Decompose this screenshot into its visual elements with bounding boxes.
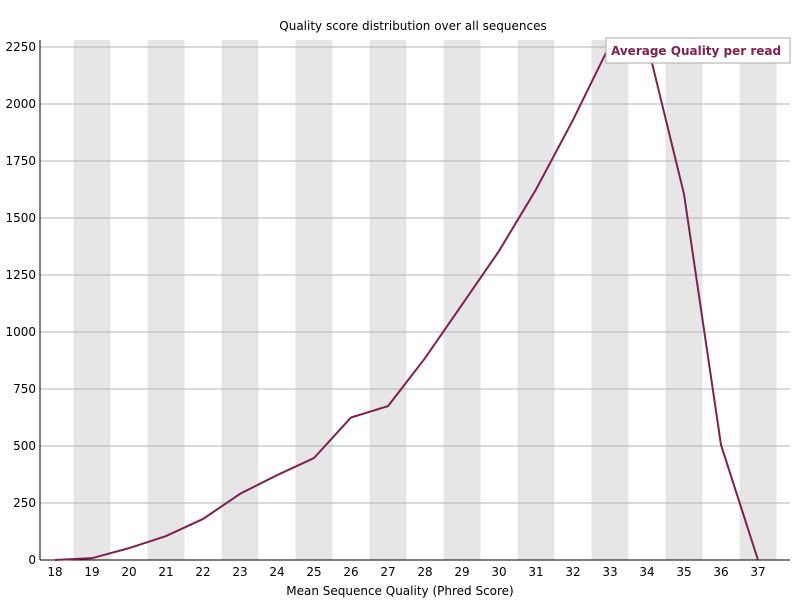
x-tick-24: 24 <box>269 565 284 579</box>
chart-title: Quality score distribution over all sequ… <box>279 19 546 33</box>
x-tick-33: 33 <box>602 565 617 579</box>
y-tick-1750: 1750 <box>5 154 36 168</box>
x-tick-32: 32 <box>565 565 580 579</box>
x-tick-31: 31 <box>528 565 543 579</box>
axes <box>39 40 790 561</box>
band-21 <box>147 40 185 560</box>
x-tick-28: 28 <box>417 565 432 579</box>
legend-item-average-quality-per-read: Average Quality per read <box>611 44 781 58</box>
band-29 <box>443 40 481 560</box>
x-tick-29: 29 <box>454 565 469 579</box>
band-33 <box>591 40 629 560</box>
background-bands <box>73 40 777 560</box>
band-37 <box>739 40 777 560</box>
x-tick-25: 25 <box>306 565 321 579</box>
y-tick-2250: 2250 <box>5 40 36 54</box>
y-tick-1000: 1000 <box>5 325 36 339</box>
y-tick-1500: 1500 <box>5 211 36 225</box>
gridlines <box>40 46 790 504</box>
x-tick-18: 18 <box>47 565 62 579</box>
y-tick-0: 0 <box>28 553 36 567</box>
x-tick-19: 19 <box>84 565 99 579</box>
x-tick-27: 27 <box>380 565 395 579</box>
y-tick-2000: 2000 <box>5 97 36 111</box>
band-19 <box>73 40 111 560</box>
band-25 <box>295 40 333 560</box>
x-tick-20: 20 <box>121 565 136 579</box>
y-tick-500: 500 <box>13 439 36 453</box>
band-23 <box>221 40 259 560</box>
x-tick-23: 23 <box>232 565 247 579</box>
x-tick-36: 36 <box>713 565 728 579</box>
x-tick-30: 30 <box>491 565 506 579</box>
band-27 <box>369 40 407 560</box>
x-tick-labels: 18 19 20 21 22 23 24 25 26 27 28 29 30 31 32 33 34 35 36 37 <box>47 565 765 579</box>
y-tick-750: 750 <box>13 382 36 396</box>
x-tick-26: 26 <box>343 565 358 579</box>
x-tick-37: 37 <box>750 565 765 579</box>
x-axis-label: Mean Sequence Quality (Phred Score) <box>286 584 514 598</box>
legend: Average Quality per read <box>605 37 791 64</box>
y-tick-1250: 1250 <box>5 268 36 282</box>
x-tick-21: 21 <box>158 565 173 579</box>
band-35 <box>665 40 703 560</box>
x-tick-34: 34 <box>639 565 654 579</box>
y-tick-250: 250 <box>13 496 36 510</box>
x-tick-35: 35 <box>676 565 691 579</box>
y-tick-labels: 0 250 500 750 1000 1250 1500 1750 2000 2250 <box>5 40 36 567</box>
legend-box <box>605 37 791 64</box>
band-31 <box>517 40 555 560</box>
x-tick-22: 22 <box>195 565 210 579</box>
